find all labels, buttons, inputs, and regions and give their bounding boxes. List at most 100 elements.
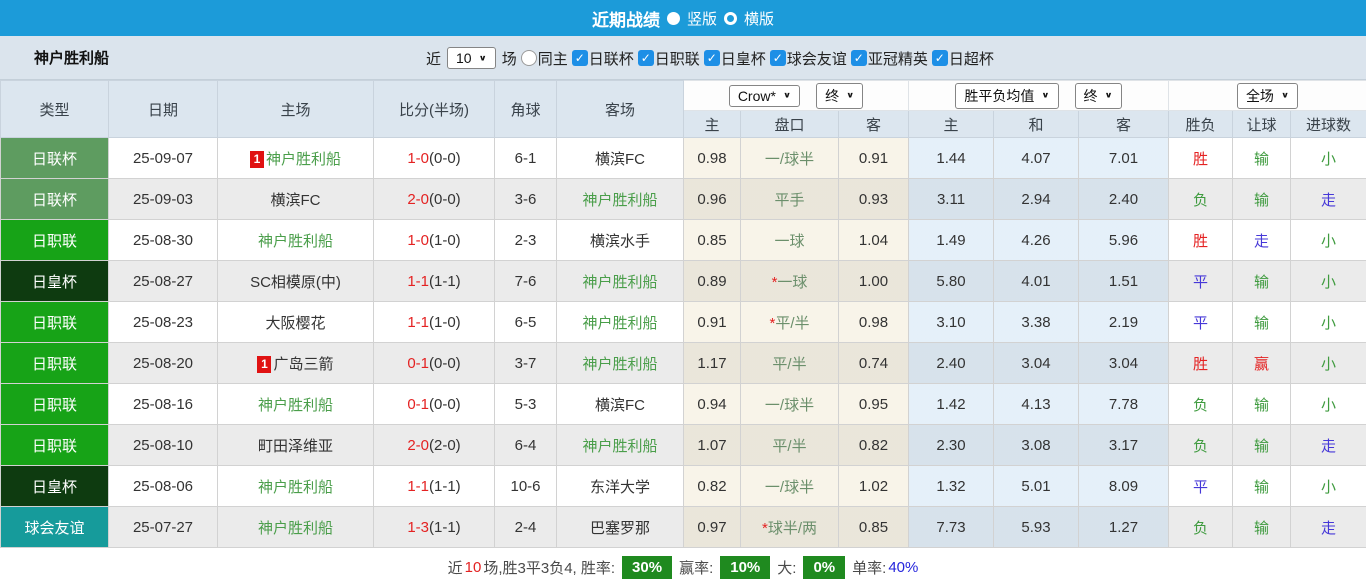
half-time-score: (1-1) — [429, 477, 461, 495]
match-date: 25-08-16 — [108, 383, 218, 425]
corner-count: 6-5 — [494, 301, 557, 343]
score-cell: 1-3(1-1) — [373, 506, 495, 548]
radio-horizontal-icon[interactable] — [724, 11, 737, 25]
away-team[interactable]: 横滨FC — [556, 137, 684, 179]
competition-filter[interactable]: ✓ 日皇杯 — [700, 48, 766, 69]
away-team[interactable]: 神户胜利船 — [556, 260, 684, 302]
away-team[interactable]: 神户胜利船 — [556, 342, 684, 384]
handicap-text: 一球 — [774, 232, 805, 250]
full-match-select[interactable]: 全场 ∨ — [1236, 82, 1299, 109]
home-team[interactable]: 横滨FC — [217, 178, 374, 220]
match-date: 25-07-27 — [108, 506, 218, 548]
competition-filter[interactable]: ✓ 日超杯 — [928, 48, 994, 69]
home-team[interactable]: 神户胜利船 — [217, 383, 374, 425]
subheader-goals: 进球数 — [1289, 110, 1366, 138]
handicap-line: 一/球半 — [740, 465, 839, 507]
handicap-text: 一/球半 — [764, 396, 815, 414]
avg-time-select[interactable]: 终 ∨ — [1074, 82, 1122, 109]
half-time-score: (1-1) — [429, 272, 461, 290]
handicap-line: 平/半 — [740, 424, 839, 466]
full-time-score: 1-0 — [407, 149, 429, 167]
same-home-label[interactable]: 同主 — [537, 50, 568, 68]
avg-home-odds: 5.80 — [908, 260, 994, 302]
checkbox-checked-icon[interactable]: ✓ — [769, 50, 786, 66]
score-cell: 1-1(1-0) — [373, 301, 495, 343]
chevron-down-icon: ∨ — [782, 91, 792, 100]
away-team[interactable]: 神户胜利船 — [556, 178, 684, 220]
competition-label: 日联杯 — [588, 50, 634, 68]
competition-badge: 日职联 — [0, 383, 109, 425]
handicap-line: *平/半 — [740, 301, 839, 343]
competition-filter[interactable]: ✓ 日联杯 — [568, 48, 634, 69]
score-cell: 1-1(1-1) — [373, 465, 495, 507]
home-team[interactable]: 神户胜利船 — [217, 506, 374, 548]
avg-odds-select[interactable]: 胜平负均值 ∨ — [955, 82, 1059, 109]
star-marker: * — [769, 314, 776, 332]
team-name-text: 神户胜利船 — [265, 150, 341, 168]
full-time-score: 1-1 — [407, 477, 429, 495]
summary-part: 近 — [447, 560, 463, 577]
handicap-result: 输 — [1232, 383, 1291, 425]
full-time-score: 0-1 — [407, 354, 429, 372]
radio-vertical-selected-icon[interactable] — [666, 11, 680, 25]
competition-badge: 日职联 — [0, 424, 109, 466]
team-name-text: SC相模原(中) — [250, 273, 341, 291]
odds-home: 0.94 — [683, 383, 741, 425]
team-name-text: 横滨FC — [595, 396, 645, 414]
home-team[interactable]: 1 神户胜利船 — [217, 137, 374, 179]
competition-filter[interactable]: ✓ 球会友谊 — [766, 48, 847, 69]
same-home-checkbox[interactable]: ✓ — [520, 50, 537, 66]
avg-away-odds: 1.27 — [1078, 506, 1169, 548]
table-row: 日联杯 25-09-07 1 神户胜利船 1-0(0-0) 6-1 横滨FC 0.… — [0, 137, 1366, 179]
away-team[interactable]: 横滨FC — [556, 383, 684, 425]
checkbox-checked-icon[interactable]: ✓ — [571, 50, 588, 66]
away-team[interactable]: 东洋大学 — [556, 465, 684, 507]
home-team[interactable]: 大阪樱花 — [217, 301, 374, 343]
home-team[interactable]: 1 广岛三箭 — [217, 342, 374, 384]
match-date: 25-08-06 — [108, 465, 218, 507]
away-team[interactable]: 巴塞罗那 — [556, 506, 684, 548]
home-team[interactable]: 神户胜利船 — [217, 465, 374, 507]
table-row: 日职联 25-08-16 神户胜利船 0-1(0-0) 5-3 横滨FC 0.9… — [0, 383, 1366, 425]
competition-filter[interactable]: ✓ 日职联 — [634, 48, 700, 69]
checkbox-checked-icon[interactable]: ✓ — [931, 50, 948, 66]
away-team[interactable]: 神户胜利船 — [556, 424, 684, 466]
team-name-text: 横滨水手 — [589, 232, 650, 250]
star-marker: * — [761, 519, 768, 537]
away-team[interactable]: 神户胜利船 — [556, 301, 684, 343]
away-team[interactable]: 横滨水手 — [556, 219, 684, 261]
summary-part: 大: — [777, 560, 797, 577]
radio-vertical-label[interactable]: 竖版 — [686, 10, 717, 28]
odds-home: 0.85 — [683, 219, 741, 261]
home-team[interactable]: 町田泽维亚 — [217, 424, 374, 466]
match-date: 25-08-23 — [108, 301, 218, 343]
full-time-score: 1-1 — [407, 272, 429, 290]
result-badge: 负 — [1168, 383, 1233, 425]
home-team[interactable]: 神户胜利船 — [217, 219, 374, 261]
avg-draw-odds: 4.26 — [993, 219, 1079, 261]
results-tbody: 日联杯 25-09-07 1 神户胜利船 1-0(0-0) 6-1 横滨FC 0.… — [0, 137, 1366, 548]
goals-result: 走 — [1289, 178, 1366, 220]
checkbox-checked-icon[interactable]: ✓ — [703, 50, 720, 66]
goals-result: 走 — [1289, 506, 1366, 548]
summary-part: 0% — [803, 556, 846, 579]
bookmaker-select[interactable]: Crow* ∨ — [728, 84, 801, 107]
corner-count: 7-6 — [494, 260, 557, 302]
radio-horizontal-label[interactable]: 横版 — [744, 10, 775, 28]
avg-draw-odds: 4.07 — [993, 137, 1079, 179]
odds-time-select[interactable]: 终 ∨ — [816, 82, 864, 109]
summary-line: 近 10 场,胜3平3负4, 胜率: 30% 赢率: 10% 大: 0% 单率: 40% — [0, 548, 1366, 587]
result-badge: 胜 — [1168, 219, 1233, 261]
match-date: 25-09-03 — [108, 178, 218, 220]
recent-count-select[interactable]: 10 ∨ — [447, 47, 496, 69]
competition-filter[interactable]: ✓ 亚冠精英 — [847, 48, 928, 69]
checkbox-checked-icon[interactable]: ✓ — [850, 50, 867, 66]
table-row: 日职联 25-08-23 大阪樱花 1-1(1-0) 6-5 神户胜利船 0.9… — [0, 301, 1366, 343]
checkbox-checked-icon[interactable]: ✓ — [637, 50, 654, 66]
avg-draw-odds: 5.93 — [993, 506, 1079, 548]
header-date: 日期 — [108, 80, 218, 138]
odds-away: 1.02 — [838, 465, 909, 507]
filter-bar: 神户胜利船 近 10 ∨ 场 ✓ 同主 ✓ 日联杯 ✓ 日职联 ✓ 日皇杯 ✓ … — [0, 36, 1366, 80]
handicap-result: 输 — [1232, 424, 1291, 466]
home-team[interactable]: SC相模原(中) — [217, 260, 374, 302]
